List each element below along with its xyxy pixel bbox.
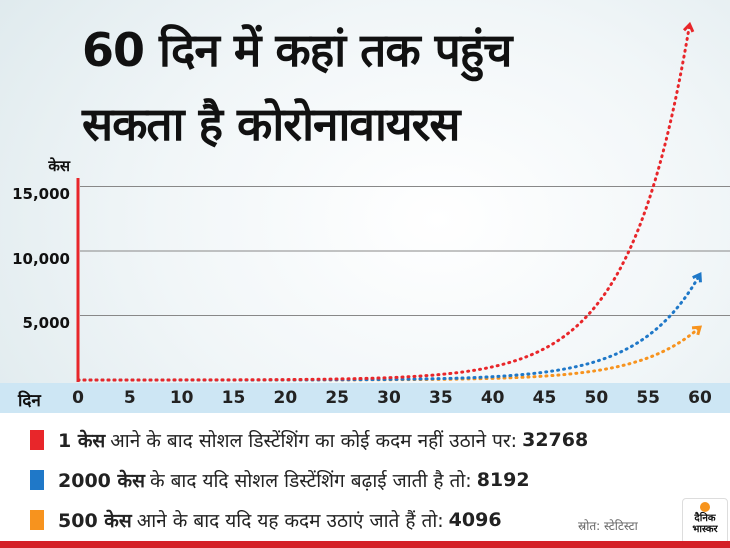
legend-item-blue: 2000 केस के बाद यदि सोशल डिस्टेंशिंग बढ़ा… <box>30 467 530 493</box>
legend: 1 केस आने के बाद सोशल डिस्टेंशिंग का कोई … <box>0 413 730 541</box>
title-line-2: सकता है कोरोनावायरस <box>82 97 461 151</box>
legend-text: आने के बाद यदि यह कदम उठाएं जाते हैं तो: <box>136 510 444 532</box>
x-axis-band <box>0 383 730 413</box>
x-tick-label: 10 <box>169 388 194 408</box>
legend-swatch <box>30 470 44 490</box>
legend-value: 32768 <box>522 429 589 451</box>
x-tick-label: 50 <box>584 388 609 408</box>
x-tick-label: 40 <box>480 388 505 408</box>
legend-text: आने के बाद सोशल डिस्टेंशिंग का कोई कदम न… <box>110 430 518 452</box>
logo-text: भास्कर <box>692 524 718 535</box>
x-tick-label: 30 <box>377 388 401 408</box>
legend-item-orange: 500 केस आने के बाद यदि यह कदम उठाएं जाते … <box>30 507 502 533</box>
legend-swatch <box>30 430 44 450</box>
legend-swatch <box>30 510 44 530</box>
x-tick-label: 25 <box>325 388 349 408</box>
y-tick-label: 15,000 <box>12 185 70 203</box>
series-arrowhead <box>691 325 703 336</box>
title-line-1: 60 दिन में कहां तक पहुंच <box>82 23 512 77</box>
x-tick-label: 55 <box>636 388 660 408</box>
y-tick-label: 5,000 <box>22 314 70 332</box>
x-tick-label: 0 <box>72 388 84 408</box>
legend-bold: 500 केस <box>58 510 132 532</box>
x-tick-label: 20 <box>273 388 298 408</box>
series-line <box>76 325 702 382</box>
dainik-bhaskar-logo: दैनिक भास्कर <box>682 498 728 544</box>
legend-value: 4096 <box>448 509 502 531</box>
series-arrowhead <box>682 21 695 33</box>
x-tick-label: 35 <box>428 388 453 408</box>
series-arrowhead <box>692 272 702 283</box>
x-tick-label: 15 <box>221 388 246 408</box>
x-tick-label: 45 <box>532 388 557 408</box>
series-line <box>76 23 692 382</box>
x-axis-label: दिन <box>18 391 41 411</box>
legend-bold: 2000 केस <box>58 470 145 492</box>
bottom-bar <box>0 541 730 548</box>
logo-text: दैनिक <box>694 513 716 524</box>
chart-plot <box>76 21 730 382</box>
y-axis-label: केस <box>48 157 70 175</box>
legend-item-red: 1 केस आने के बाद सोशल डिस्टेंशिंग का कोई … <box>30 427 588 453</box>
legend-text: के बाद यदि सोशल डिस्टेंशिंग बढ़ाई जाती ह… <box>149 470 472 492</box>
legend-bold: 1 केस <box>58 430 106 452</box>
x-tick-label: 5 <box>123 388 136 408</box>
source-text: स्रोत: स्टेटिस्टा <box>578 519 638 533</box>
x-tick-label: 60 <box>688 388 712 408</box>
legend-value: 8192 <box>476 469 530 491</box>
y-tick-label: 10,000 <box>12 250 70 268</box>
